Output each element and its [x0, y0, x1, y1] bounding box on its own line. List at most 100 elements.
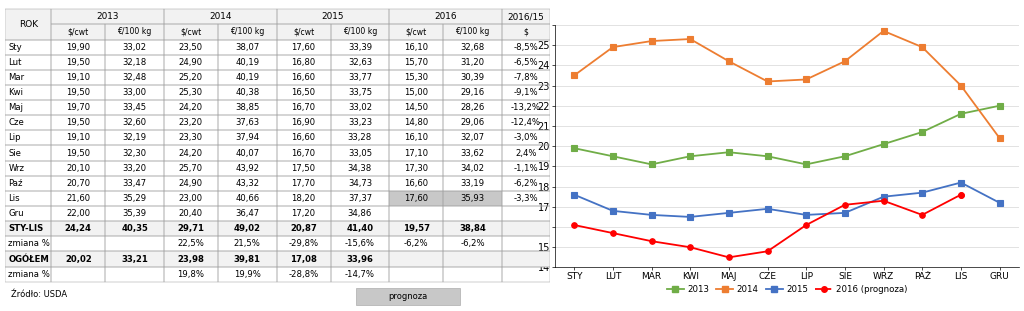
Bar	[5, 70, 51, 85]
Text: 23,20: 23,20	[179, 118, 203, 127]
Bar	[5, 9, 51, 39]
Bar	[389, 191, 443, 206]
Text: 19,70: 19,70	[67, 103, 90, 112]
Bar	[218, 24, 276, 39]
Text: 35,39: 35,39	[123, 209, 146, 218]
Bar	[389, 252, 443, 267]
Text: 43,92: 43,92	[236, 164, 259, 173]
Text: $/cwt: $/cwt	[180, 27, 202, 36]
Bar	[218, 221, 276, 236]
Bar	[5, 252, 51, 267]
Text: 24,90: 24,90	[179, 58, 203, 67]
Bar	[164, 9, 276, 24]
Text: 16,70: 16,70	[292, 149, 315, 158]
Bar	[51, 176, 105, 191]
Text: 19,57: 19,57	[402, 224, 430, 233]
Text: -28,8%: -28,8%	[289, 270, 318, 279]
Bar	[443, 236, 502, 252]
Bar	[276, 267, 331, 282]
Bar	[389, 24, 443, 39]
Bar	[5, 130, 51, 146]
Text: 39,81: 39,81	[233, 254, 261, 263]
Text: 34,38: 34,38	[348, 164, 372, 173]
Bar	[51, 221, 105, 236]
Bar	[105, 160, 164, 176]
Text: Wrz: Wrz	[8, 164, 25, 173]
Bar	[5, 146, 51, 161]
Bar	[51, 100, 105, 115]
Text: -12,4%: -12,4%	[511, 118, 541, 127]
Bar	[443, 206, 502, 221]
Bar	[331, 24, 389, 39]
Bar	[331, 39, 389, 55]
Text: 21,5%: 21,5%	[233, 239, 261, 248]
Bar	[5, 176, 51, 191]
Text: -9,1%: -9,1%	[513, 88, 539, 97]
Text: 18,20: 18,20	[292, 194, 315, 203]
Bar	[276, 100, 331, 115]
Bar	[5, 221, 51, 236]
Text: 21,60: 21,60	[67, 194, 90, 203]
Bar	[5, 176, 51, 191]
Bar	[331, 146, 389, 161]
Text: prognoza: prognoza	[388, 292, 428, 301]
Bar	[51, 236, 105, 252]
Text: 16,60: 16,60	[292, 133, 315, 142]
Text: -7,8%: -7,8%	[513, 73, 539, 82]
Text: 20,02: 20,02	[65, 254, 92, 263]
Bar	[502, 100, 550, 115]
Text: 24,20: 24,20	[179, 149, 203, 158]
Bar	[331, 70, 389, 85]
Bar	[5, 100, 51, 115]
Bar	[218, 39, 276, 55]
Text: 2013: 2013	[96, 12, 119, 21]
Bar	[51, 24, 105, 39]
Text: Sty: Sty	[8, 43, 22, 52]
Text: -1,1%: -1,1%	[513, 164, 539, 173]
Bar	[164, 176, 218, 191]
Legend: 2013, 2014, 2015, 2016 (prognoza): 2013, 2014, 2015, 2016 (prognoza)	[664, 281, 910, 297]
Bar	[502, 221, 550, 236]
Text: 41,40: 41,40	[346, 224, 374, 233]
Bar	[443, 160, 502, 176]
Text: 32,18: 32,18	[123, 58, 146, 67]
Text: 14,50: 14,50	[404, 103, 428, 112]
Bar	[443, 100, 502, 115]
Text: Cze: Cze	[8, 118, 25, 127]
Text: OGÓŁEM: OGÓŁEM	[8, 254, 49, 263]
Bar	[51, 70, 105, 85]
Bar	[5, 39, 51, 55]
Bar	[443, 221, 502, 236]
Bar	[389, 130, 443, 146]
Bar	[51, 115, 105, 130]
Text: $/cwt: $/cwt	[406, 27, 427, 36]
Bar	[218, 100, 276, 115]
Bar	[276, 146, 331, 161]
Text: 33,05: 33,05	[348, 149, 372, 158]
Bar	[331, 191, 389, 206]
Bar	[502, 115, 550, 130]
Text: $/cwt: $/cwt	[522, 12, 549, 22]
Text: 30,39: 30,39	[461, 73, 484, 82]
Bar	[389, 160, 443, 176]
Bar	[105, 70, 164, 85]
Bar	[51, 221, 105, 236]
Bar	[5, 100, 51, 115]
Bar	[5, 206, 51, 221]
Text: 33,00: 33,00	[123, 88, 146, 97]
Bar	[502, 24, 550, 39]
Bar	[51, 252, 105, 267]
Bar	[443, 252, 502, 267]
Bar	[502, 221, 550, 236]
Text: 25,30: 25,30	[179, 88, 203, 97]
Bar	[5, 146, 51, 161]
Text: 16,60: 16,60	[404, 179, 428, 188]
Bar	[502, 191, 550, 206]
Text: 19,50: 19,50	[67, 118, 90, 127]
Bar	[443, 24, 502, 39]
Text: -29,8%: -29,8%	[289, 239, 318, 248]
Text: 32,19: 32,19	[123, 133, 146, 142]
Bar	[443, 221, 502, 236]
Bar	[331, 236, 389, 252]
Bar	[105, 236, 164, 252]
